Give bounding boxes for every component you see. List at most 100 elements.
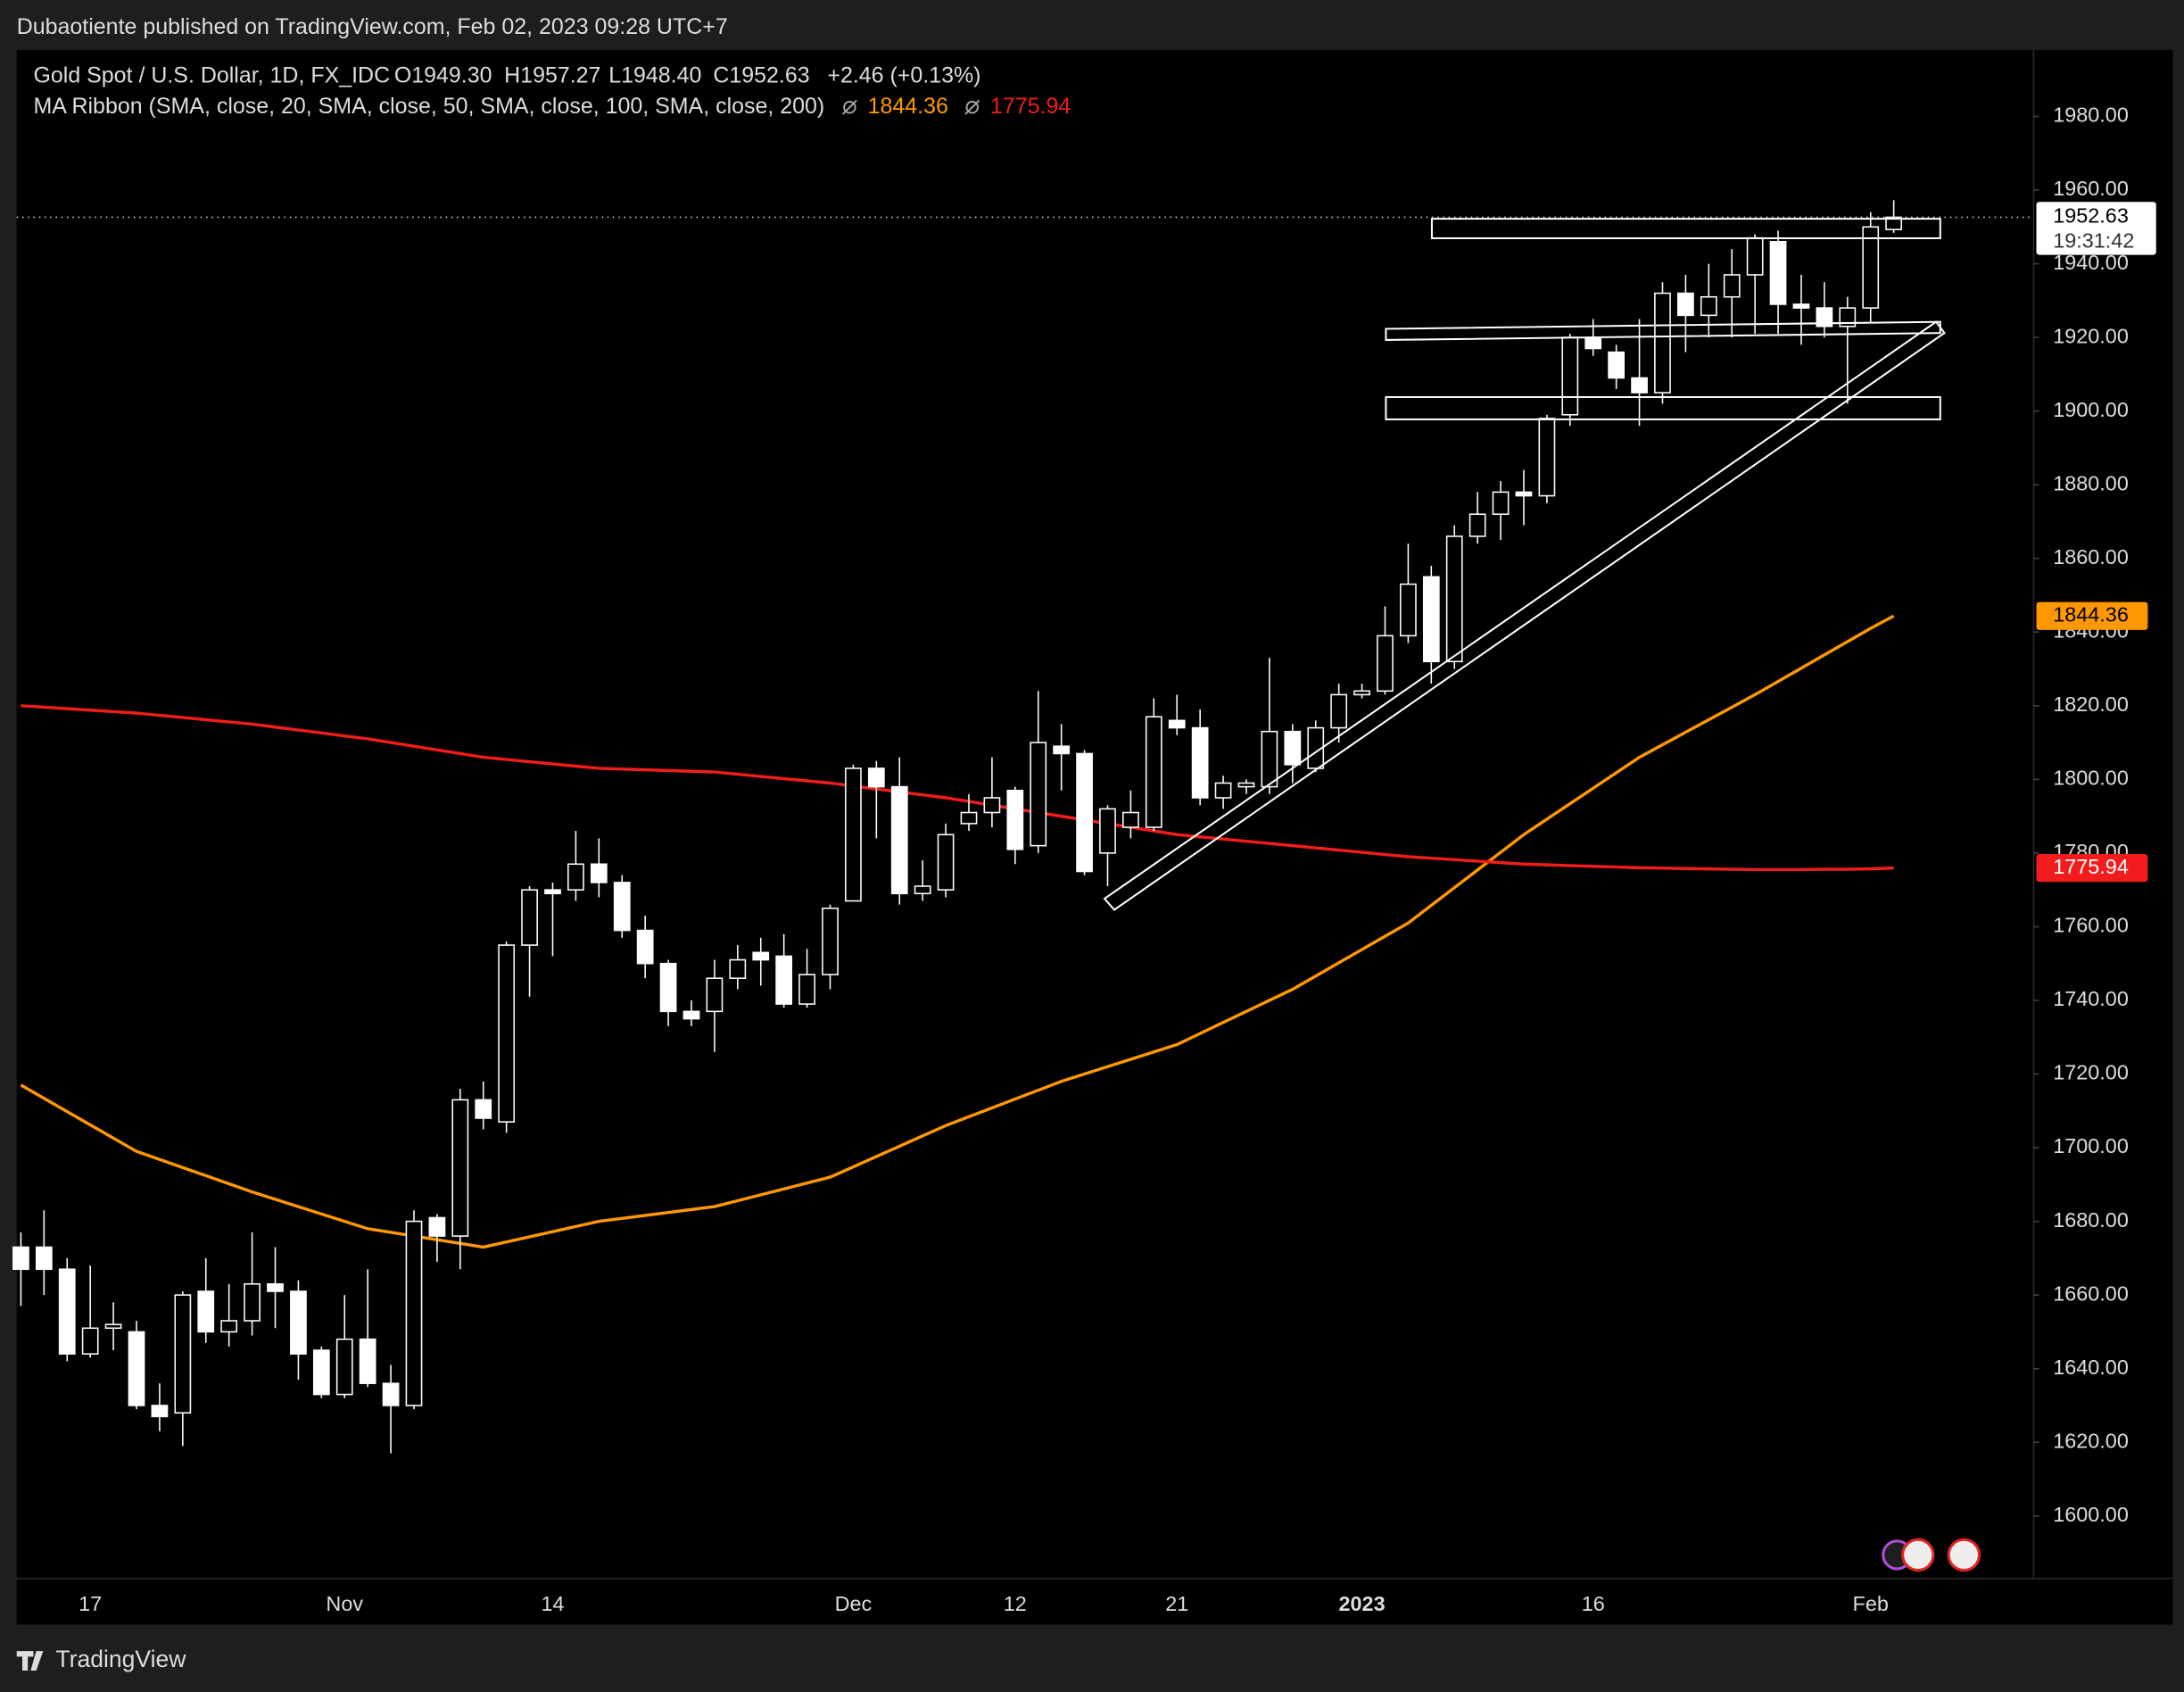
plot: 1600.00 1620.00 1640.00 1660.00 1680.00 1700.… [12, 104, 2156, 1615]
candle-body [914, 885, 931, 895]
candle-body [867, 767, 885, 788]
candle-body [1538, 418, 1556, 497]
candle-body [845, 767, 862, 902]
event-icons [1882, 1538, 1981, 1572]
candle-body [174, 1294, 192, 1414]
candle-body [682, 1010, 700, 1020]
candle-body [1353, 690, 1370, 696]
candle-body [220, 1320, 238, 1333]
candle-body [1076, 752, 1093, 873]
ohlc-open: O1949.30 [394, 62, 492, 87]
candle-body [382, 1382, 400, 1406]
y-tick-label: 1660.00 [2053, 1281, 2129, 1305]
change: +2.46 (+0.13%) [827, 62, 980, 87]
ma-legend-value: 1775.94 [990, 94, 1071, 119]
ma-price-label: 1775.94 [2053, 855, 2129, 878]
candle-body [1400, 583, 1417, 637]
candle-body [58, 1268, 76, 1355]
candle-body [1261, 730, 1278, 788]
candle-body [590, 863, 608, 883]
candle-body [405, 1220, 423, 1406]
candle-body [290, 1290, 307, 1355]
x-tick-label: 14 [541, 1592, 564, 1615]
candle-body [1099, 808, 1116, 854]
candle-body [659, 962, 677, 1013]
last-price-badge [2036, 202, 2156, 255]
candle-body [636, 929, 654, 965]
candle-body [1492, 491, 1510, 515]
ma-legend-value: 1844.36 [868, 94, 948, 119]
ma-price-label: 1844.36 [2053, 602, 2129, 626]
ma-price-badge [2036, 854, 2148, 883]
candle-body [1769, 241, 1787, 305]
y-tick-label: 1960.00 [2053, 177, 2129, 200]
y-tick-label: 1700.00 [2053, 1134, 2129, 1157]
candle-body [1816, 307, 1833, 328]
candle-body [752, 951, 770, 961]
candle-body [983, 797, 1001, 814]
ma-line [21, 704, 1894, 872]
candle-body [1746, 236, 1764, 276]
candle-body [1122, 811, 1139, 828]
candle-body [1237, 782, 1255, 788]
x-tick-label: 2023 [1339, 1592, 1386, 1615]
last-price-label: 1952.63 [2053, 204, 2129, 228]
candle-body [613, 882, 631, 932]
candle-body [81, 1327, 99, 1355]
y-tick-label: 1760.00 [2053, 914, 2129, 937]
y-tick-label: 1740.00 [2053, 987, 2129, 1010]
ohlc-close: C1952.63 [713, 62, 809, 87]
candle-body [359, 1338, 376, 1384]
candle-body [1030, 742, 1047, 847]
ohlc-low: L1948.40 [608, 62, 701, 87]
y-tick-label: 1860.00 [2053, 545, 2129, 568]
candle-body [197, 1290, 215, 1333]
candle-body [960, 811, 978, 825]
candle-body [335, 1338, 353, 1396]
footer-logo: TradingView [55, 1646, 186, 1672]
candle-body [428, 1216, 446, 1237]
candle-body [567, 863, 584, 891]
candle-body [1885, 216, 1903, 230]
candle-body [1608, 351, 1626, 379]
y-tick-label: 1920.00 [2053, 324, 2129, 347]
y-tick-label: 1800.00 [2053, 767, 2129, 790]
x-tick-label: Nov [326, 1592, 363, 1615]
x-tick-label: 12 [1004, 1592, 1027, 1615]
drawings [1103, 218, 1946, 911]
y-tick-label: 1980.00 [2053, 104, 2129, 127]
candle-body [12, 1246, 29, 1271]
candle-body [706, 977, 724, 1013]
y-tick-label: 1720.00 [2053, 1061, 2129, 1084]
candle-body [798, 974, 815, 1005]
x-tick-label: Dec [835, 1592, 873, 1615]
candle-body [151, 1405, 169, 1418]
candle-body [1700, 295, 1717, 317]
ma-line [20, 614, 1895, 1249]
ma-price-badge [2036, 601, 2148, 630]
y-tick-label: 1900.00 [2053, 398, 2129, 421]
candle-body [104, 1323, 122, 1330]
candle-body [822, 908, 839, 975]
logo-icon [16, 1651, 44, 1671]
candle-body [1792, 303, 1810, 309]
candle-body [1584, 336, 1602, 350]
candle-body [775, 955, 793, 1005]
x-tick-label: 21 [1165, 1592, 1188, 1615]
candle-body [1214, 782, 1232, 799]
candle-body [244, 1282, 261, 1322]
candle-body [475, 1099, 492, 1119]
candle-body [1445, 535, 1463, 663]
symbol-legend: Gold Spot / U.S. Dollar, 1D, FX_IDC [33, 62, 390, 87]
ohlc-high: H1957.27 [504, 62, 600, 87]
candle-body [1422, 576, 1440, 663]
candle-body [498, 944, 516, 1123]
candle-body [1561, 336, 1579, 416]
candle-body [1377, 634, 1394, 693]
x-tick-label: 17 [79, 1592, 102, 1615]
countdown: 19:31:42 [2053, 229, 2134, 253]
candle-body [35, 1246, 53, 1271]
candle-body [1284, 730, 1302, 766]
candle-body [1677, 292, 1694, 317]
